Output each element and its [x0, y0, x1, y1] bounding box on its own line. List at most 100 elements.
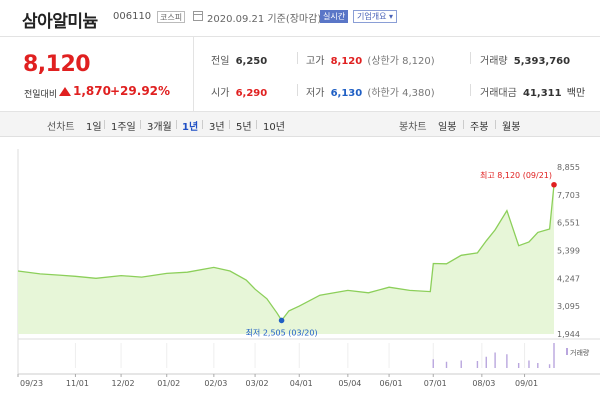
stat-label: 시가 [211, 88, 230, 99]
stat-trade-amount: 거래대금 41,311 백만 [480, 84, 585, 99]
market-badge: 코스피 [157, 11, 186, 23]
divider [470, 52, 471, 64]
stat-label: 고가 [306, 56, 325, 67]
stat-value: 5,393,760 [513, 56, 571, 67]
divider [0, 36, 600, 37]
volume-bar [476, 361, 479, 368]
calendar-icon [193, 11, 203, 21]
volume-bar [528, 360, 530, 368]
line-chart-label: 선차트 [47, 122, 75, 133]
divider [297, 84, 298, 96]
volume-bar [445, 361, 448, 368]
divider [104, 120, 105, 129]
period-10y[interactable]: 10년 [263, 122, 285, 133]
base-date: 2020.09.21 기준(장마감) [207, 14, 322, 25]
candle-monthly[interactable]: 월봉 [502, 122, 521, 133]
stat-value: 6,130 [330, 88, 363, 99]
price-area [18, 184, 554, 334]
amount-unit: 백만 [566, 88, 586, 99]
stat-label: 저가 [306, 88, 325, 99]
divider [229, 120, 230, 129]
y-tick-label: 1,944 [557, 330, 580, 339]
y-tick-label: 3,095 [557, 302, 580, 311]
period-1w[interactable]: 1주일 [111, 122, 136, 133]
divider [140, 120, 141, 129]
x-tick-label: 01/02 [157, 379, 180, 388]
change-label: 전일대비 [24, 90, 58, 100]
period-bar: 선차트 1일 1주일 3개월 1년 3년 5년 10년 봉차트 일봉 주봉 월봉 [0, 112, 600, 137]
current-price: 8,120 [23, 52, 91, 77]
candle-weekly[interactable]: 주봉 [470, 122, 489, 133]
divider [202, 120, 203, 129]
x-tick-label: 12/02 [112, 379, 135, 388]
company-name: 삼아알미늄 [22, 12, 98, 32]
period-3y[interactable]: 3년 [209, 122, 225, 133]
x-tick-label: 05/04 [338, 379, 361, 388]
min-annotation: 최저 2,505 (03/20) [246, 327, 318, 337]
volume-legend-label: 거래량 [570, 348, 590, 357]
realtime-button[interactable]: 실시간 [320, 10, 349, 23]
stat-label: 거래대금 [480, 88, 517, 99]
lower-limit: (하한가 4,380) [367, 88, 435, 99]
volume-bar [517, 363, 520, 368]
divider [297, 52, 298, 64]
up-arrow-icon [59, 87, 71, 96]
min-point [278, 317, 285, 324]
change-percent: +29.92% [110, 84, 171, 98]
x-tick-label: 09/01 [515, 379, 538, 388]
change-value: 1,870 [73, 84, 111, 98]
stat-label: 전일 [211, 56, 230, 67]
upper-limit: (상한가 8,120) [367, 56, 435, 67]
x-tick-label: 02/03 [204, 379, 227, 388]
stock-header: 삼아알미늄 006110 코스피 2020.09.21 기준(장마감) 실시간 … [0, 0, 600, 36]
stat-volume: 거래량 5,393,760 [480, 52, 570, 67]
stat-value: 6,250 [235, 56, 268, 67]
price-chart[interactable]: 8,855 7,703 6,551 5,399 4,247 3,095 1,944 09/23… [0, 137, 600, 406]
max-annotation: 최고 8,120 (09/21) [480, 170, 552, 180]
stat-open: 시가 6,290 [211, 84, 267, 99]
x-tick-label: 04/01 [290, 379, 313, 388]
stock-code: 006110 [113, 11, 152, 22]
volume-bar [432, 359, 434, 368]
x-tick-label: 11/01 [66, 379, 89, 388]
volume-bar [494, 352, 496, 368]
company-summary-button[interactable]: 기업개요 ▾ [353, 10, 397, 23]
x-tick-label: 08/03 [472, 379, 495, 388]
volume-bar [548, 364, 551, 368]
volume-bar [506, 354, 508, 368]
divider [176, 120, 177, 129]
max-point [551, 181, 557, 188]
divider [495, 120, 496, 129]
divider [0, 111, 600, 112]
volume-bar [460, 360, 462, 368]
stat-label: 거래량 [480, 56, 508, 67]
candle-daily[interactable]: 일봉 [438, 122, 457, 133]
y-tick-label: 4,247 [557, 274, 580, 283]
candle-chart-label: 봉차트 [399, 122, 427, 133]
x-tick-label: 07/01 [424, 379, 447, 388]
divider [463, 120, 464, 129]
y-tick-label: 7,703 [557, 191, 580, 200]
period-1y[interactable]: 1년 [182, 122, 199, 133]
divider [470, 84, 471, 96]
x-tick-label: 06/01 [380, 379, 403, 388]
volume-bar [537, 363, 539, 368]
y-tick-label: 5,399 [557, 247, 580, 256]
x-tick-label: 09/23 [20, 379, 43, 388]
volume-legend-swatch [566, 348, 568, 355]
y-tick-label: 8,855 [557, 163, 580, 172]
stat-value: 8,120 [330, 56, 363, 67]
current-price-panel: 8,120 전일대비 1,870 +29.92% [0, 37, 194, 111]
divider [256, 120, 257, 129]
stat-prev-close: 전일 6,250 [211, 52, 267, 67]
period-1d[interactable]: 1일 [86, 122, 102, 133]
volume-bar [553, 343, 555, 368]
volume-bar [485, 356, 487, 368]
x-tick-label: 03/02 [246, 379, 269, 388]
price-line [17, 184, 555, 322]
period-3m[interactable]: 3개월 [147, 122, 172, 133]
period-5y[interactable]: 5년 [236, 122, 252, 133]
y-tick-label: 6,551 [557, 219, 580, 228]
stat-value: 6,290 [235, 88, 268, 99]
stat-high: 고가 8,120 (상한가 8,120) [306, 52, 435, 67]
